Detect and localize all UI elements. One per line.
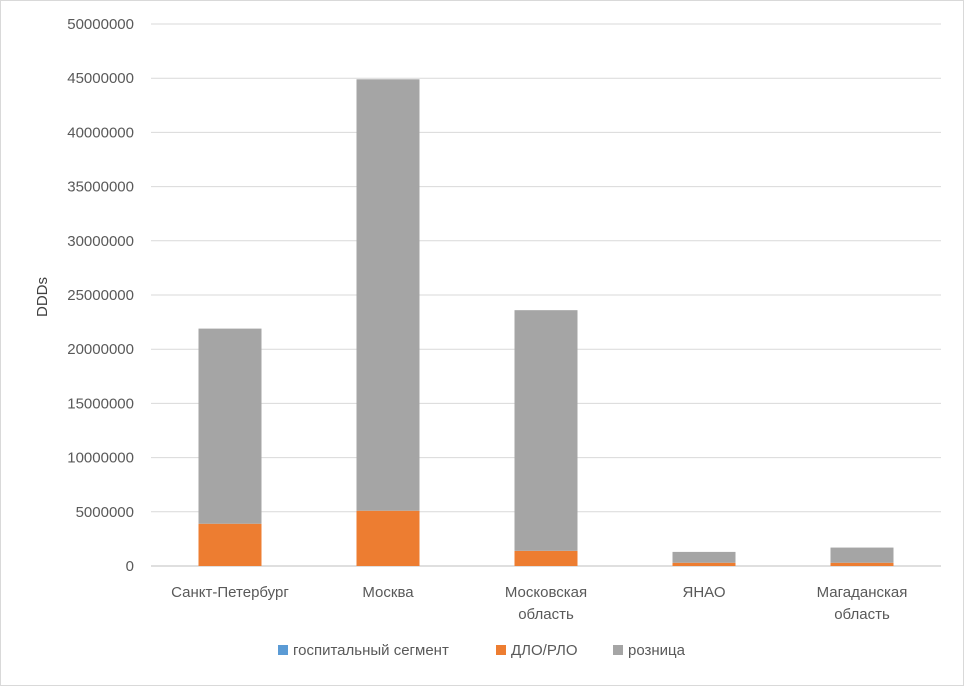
x-tick-label: Московская [505,584,587,601]
bar-segment [514,310,578,551]
bar-segment [672,562,736,566]
y-tick-label: 35000000 [67,179,134,196]
bar-segment [356,79,420,511]
y-tick-label: 50000000 [67,16,134,33]
legend-swatch [278,645,288,655]
x-tick-label: ЯНАО [682,584,725,601]
y-tick-label: 0 [126,558,134,575]
y-tick-label: 25000000 [67,287,134,304]
legend: госпитальный сегмент ДЛО/РЛО розница [278,642,686,659]
y-tick-label: 30000000 [67,233,134,250]
bar-segment [198,328,262,524]
y-tick-label: 45000000 [67,70,134,87]
x-tick-label: Санкт-Петербург [171,584,289,601]
bar-segment [198,523,262,566]
x-tick-label: Магаданская [817,584,908,601]
y-axis-tick-labels: 0 5000000 10000000 15000000 20000000 25000000… [67,16,134,575]
bar-segment [672,551,736,563]
legend-label: госпитальный сегмент [293,642,449,659]
y-axis-label: DDDs [34,277,51,317]
bars [198,79,894,566]
bar-segment [830,547,894,563]
x-tick-label: область [518,606,574,623]
y-tick-label: 10000000 [67,450,134,467]
y-tick-label: 20000000 [67,341,134,358]
legend-swatch [613,645,623,655]
y-tick-label: 5000000 [76,504,134,521]
legend-label: ДЛО/РЛО [511,642,578,659]
x-axis-tick-labels: Санкт-Петербург Москва Московская область ЯН… [171,584,907,623]
y-tick-label: 15000000 [67,395,134,412]
x-tick-label: Москва [362,584,414,601]
x-tick-label: область [834,606,890,623]
y-tick-label: 40000000 [67,124,134,141]
bar-segment [830,562,894,566]
legend-swatch [496,645,506,655]
legend-label: розница [628,642,686,659]
bar-segment [356,510,420,566]
bar-segment [514,550,578,566]
